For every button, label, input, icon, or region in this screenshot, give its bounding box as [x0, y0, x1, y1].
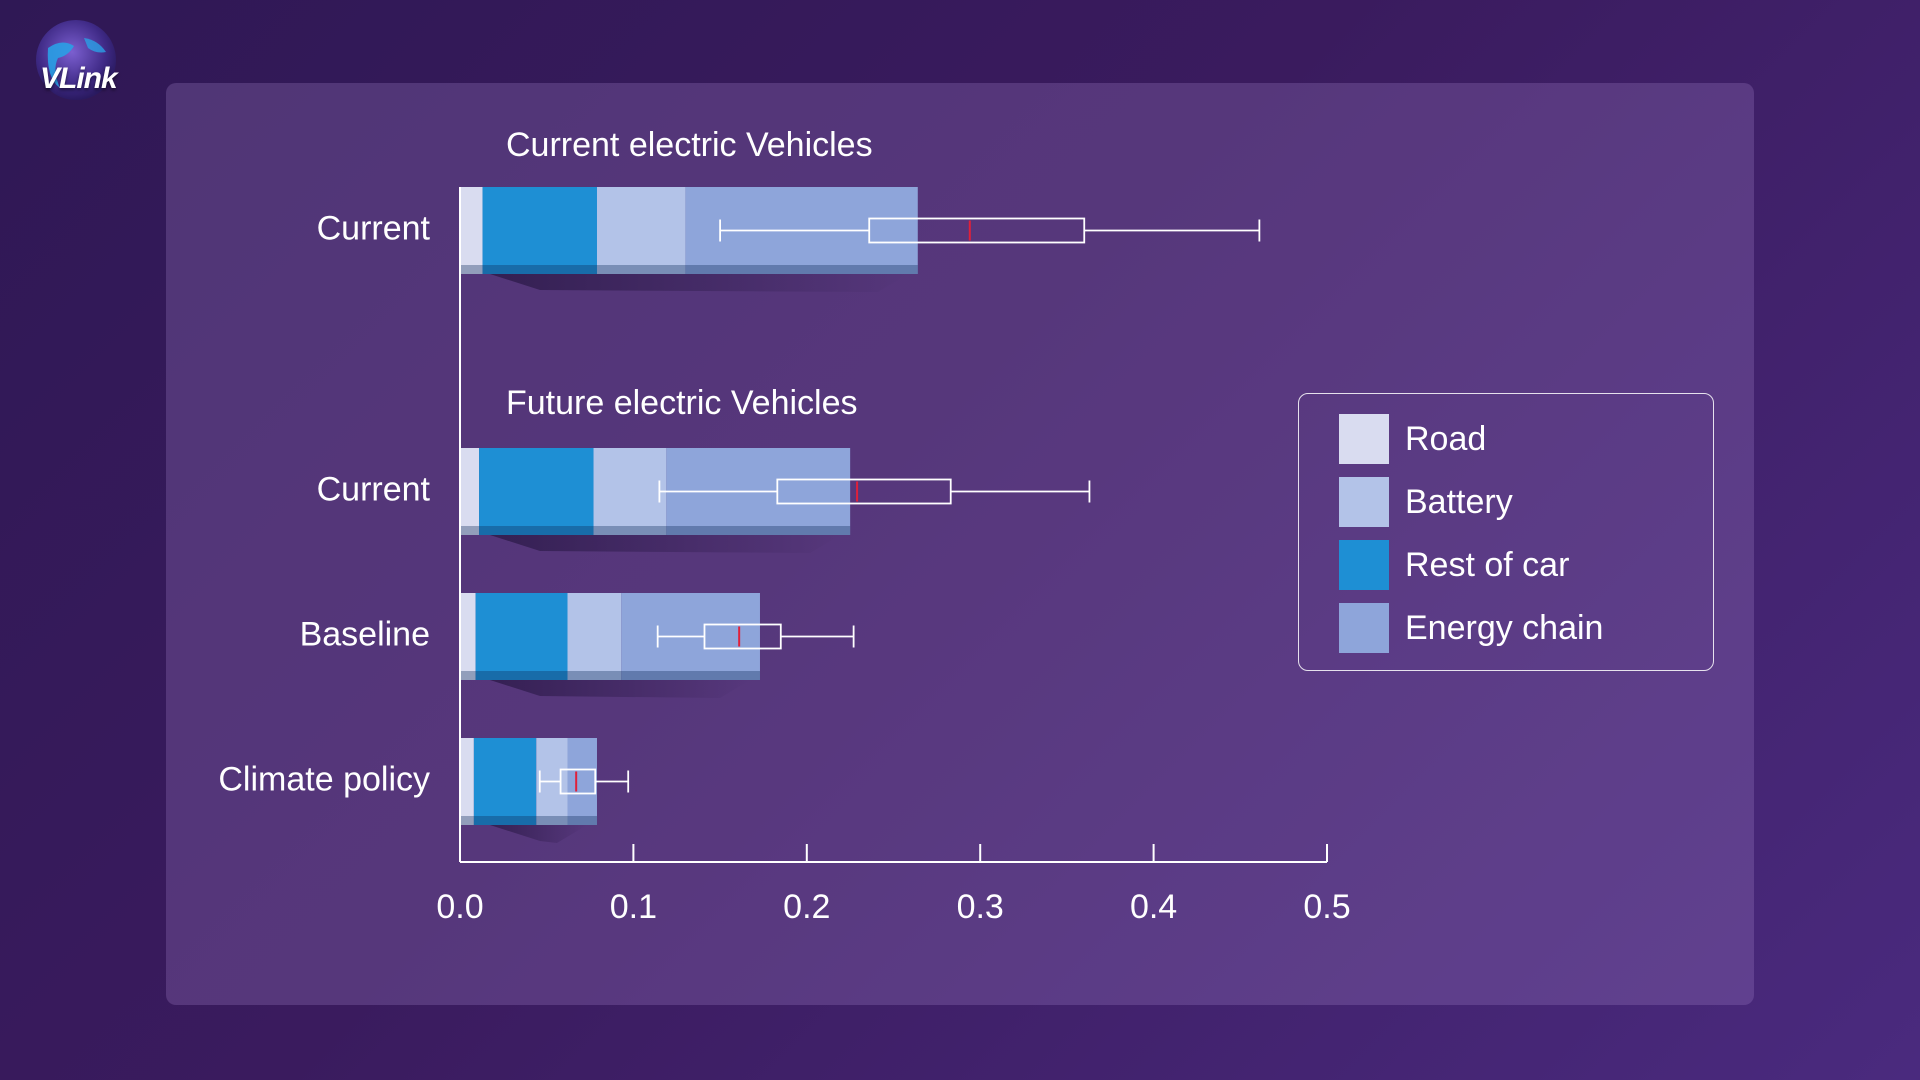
chart-legend: Road Battery Rest of car Energy chain [1298, 393, 1714, 671]
category-label: Current [317, 209, 431, 247]
bar-shadow [490, 825, 587, 843]
bar-segment-battery [593, 448, 667, 535]
legend-label-road: Road [1405, 419, 1487, 458]
group-title: Future electric Vehicles [506, 384, 858, 422]
bar-segment-battery [596, 187, 686, 274]
legend-swatch-rest-of-car [1339, 540, 1389, 590]
x-tick-label: 0.5 [1303, 888, 1350, 926]
chart-panel [166, 83, 1754, 1005]
legend-item-road: Road [1339, 414, 1486, 464]
bar-segment-energy-chain [567, 738, 597, 825]
bar-shadow [490, 274, 908, 292]
bar-segment-rest-of-car [473, 738, 537, 825]
bar-shadow [490, 535, 841, 553]
legend-swatch-road [1339, 414, 1389, 464]
bar-segment-rest-of-car [475, 593, 568, 680]
legend-label-rest-of-car: Rest of car [1405, 545, 1570, 584]
x-tick-label: 0.0 [436, 888, 483, 926]
vlink-logo: VLink [18, 18, 138, 108]
logo-text: VLink [40, 62, 118, 95]
legend-label-energy-chain: Energy chain [1405, 608, 1604, 647]
x-tick-label: 0.3 [957, 888, 1004, 926]
legend-item-rest-of-car: Rest of car [1339, 540, 1569, 590]
box-iqr [776, 478, 952, 505]
bar-bevel [460, 816, 597, 825]
legend-label-battery: Battery [1405, 482, 1513, 521]
category-label: Baseline [300, 615, 430, 653]
legend-swatch-energy-chain [1339, 603, 1389, 653]
box-iqr [868, 217, 1086, 244]
category-label: Climate policy [218, 760, 430, 798]
group-title: Current electric Vehicles [506, 126, 873, 164]
bar-segment-rest-of-car [482, 187, 597, 274]
bar-bevel [460, 671, 760, 680]
bar-segment-road [460, 593, 476, 680]
x-tick-label: 0.1 [610, 888, 657, 926]
x-tick-label: 0.2 [783, 888, 830, 926]
box-iqr [559, 768, 597, 795]
bar-segment-rest-of-car [479, 448, 594, 535]
bar-segment-road [460, 448, 480, 535]
category-label: Current [317, 470, 431, 508]
globe-icon [36, 20, 116, 100]
bar-shadow [490, 680, 750, 698]
x-tick-label: 0.4 [1130, 888, 1177, 926]
bar-segment-road [460, 738, 474, 825]
bar-bevel [460, 265, 918, 274]
legend-swatch-battery [1339, 477, 1389, 527]
box-iqr [703, 623, 782, 650]
bar-segment-battery [567, 593, 622, 680]
bar-segment-road [460, 187, 483, 274]
legend-item-battery: Battery [1339, 477, 1513, 527]
bar-bevel [460, 526, 851, 535]
legend-item-energy-chain: Energy chain [1339, 603, 1603, 653]
